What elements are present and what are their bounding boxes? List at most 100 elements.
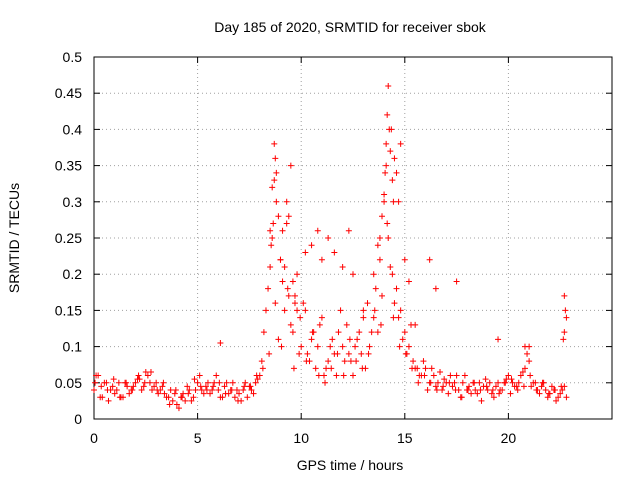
data-point (166, 401, 173, 408)
data-point (186, 387, 193, 394)
data-point (508, 376, 515, 383)
data-point (445, 390, 452, 397)
data-point (192, 387, 199, 394)
data-point (350, 271, 356, 278)
data-point (202, 383, 209, 390)
data-point (356, 329, 363, 336)
data-point (98, 383, 105, 390)
data-point (302, 307, 309, 314)
data-point (368, 329, 375, 336)
data-point (341, 358, 348, 365)
data-point (109, 383, 116, 390)
data-point (383, 162, 390, 169)
data-point (312, 365, 319, 372)
data-point (381, 191, 388, 198)
data-point (283, 198, 290, 205)
data-point (269, 184, 276, 191)
data-point (390, 314, 397, 321)
data-point (235, 397, 242, 404)
data-point (524, 350, 531, 357)
data-point (495, 336, 502, 343)
data-point (258, 358, 265, 365)
data-point (379, 292, 386, 299)
data-point (486, 379, 493, 386)
data-point (563, 394, 570, 401)
data-point (401, 256, 408, 263)
data-point (260, 329, 267, 336)
data-point (458, 394, 465, 401)
data-point (207, 390, 214, 397)
y-tick-label: 0.4 (63, 121, 83, 137)
y-tick-label: 0.05 (55, 375, 82, 391)
data-point (140, 383, 147, 390)
data-point (116, 394, 123, 401)
data-point (482, 376, 489, 383)
data-point (111, 390, 118, 397)
data-point (346, 336, 353, 343)
data-point (528, 383, 535, 390)
data-point (560, 336, 567, 343)
data-point (289, 329, 296, 336)
data-point (325, 235, 332, 241)
data-point (173, 401, 180, 408)
data-point (389, 177, 396, 184)
data-point (466, 383, 473, 390)
data-point (464, 387, 471, 394)
y-tick-label: 0.1 (63, 339, 83, 355)
x-tick-label: 0 (90, 430, 98, 446)
data-point (415, 379, 422, 386)
x-axis-label: GPS time / hours (297, 457, 404, 473)
data-point (372, 285, 379, 292)
data-point (544, 394, 551, 401)
data-point (290, 365, 297, 372)
chart-title: Day 185 of 2020, SRMTID for receiver sbo… (214, 19, 487, 35)
data-point (427, 379, 434, 386)
data-point (268, 242, 275, 249)
data-point (97, 394, 104, 401)
y-tick-label: 0.5 (63, 49, 83, 65)
data-point (503, 376, 510, 383)
data-point (209, 387, 216, 394)
data-point (265, 285, 272, 292)
data-point (385, 235, 392, 241)
data-point (270, 220, 277, 227)
data-point (254, 376, 261, 383)
y-tick-label: 0.25 (55, 230, 82, 246)
data-point (562, 307, 569, 314)
data-point (364, 300, 371, 307)
data-point (548, 383, 555, 390)
data-point (552, 387, 559, 394)
data-point (499, 387, 506, 394)
data-point (101, 379, 108, 386)
data-point (132, 379, 139, 386)
data-point (428, 365, 435, 372)
data-point (439, 387, 446, 394)
data-point (92, 379, 99, 386)
data-point (451, 379, 458, 386)
data-point (250, 390, 257, 397)
data-point (191, 376, 198, 383)
data-point (384, 111, 391, 118)
data-point (314, 343, 321, 350)
data-point (93, 372, 100, 379)
data-point (553, 397, 560, 404)
data-point (520, 383, 527, 390)
data-point (471, 379, 478, 386)
y-tick-label: 0.15 (55, 302, 82, 318)
data-point (555, 394, 562, 401)
x-tick-label: 20 (501, 430, 517, 446)
data-point (284, 285, 291, 292)
data-point (426, 256, 433, 263)
data-point (91, 387, 97, 394)
data-point (135, 372, 142, 379)
y-tick-label: 0 (74, 411, 82, 427)
data-point (259, 365, 266, 372)
data-point (308, 242, 315, 249)
data-point (347, 358, 354, 365)
data-point (304, 350, 311, 357)
y-tick-label: 0.45 (55, 85, 82, 101)
data-point (468, 390, 475, 397)
data-point (337, 307, 344, 314)
data-point (142, 368, 149, 375)
